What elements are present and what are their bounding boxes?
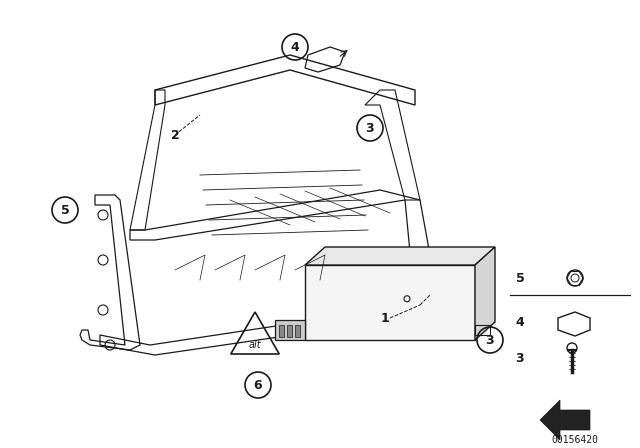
Bar — [295, 325, 300, 337]
Polygon shape — [475, 247, 495, 340]
Text: 5: 5 — [516, 271, 524, 284]
Polygon shape — [275, 320, 305, 340]
Bar — [279, 325, 284, 337]
Text: 5: 5 — [61, 203, 69, 216]
Text: 3: 3 — [365, 121, 374, 134]
Text: 4: 4 — [291, 40, 300, 53]
Text: 1: 1 — [381, 311, 389, 324]
Bar — [287, 325, 292, 337]
Text: 4: 4 — [516, 315, 524, 328]
Polygon shape — [305, 247, 495, 265]
Polygon shape — [540, 400, 590, 440]
Text: alt: alt — [249, 340, 261, 350]
Text: 2: 2 — [171, 129, 179, 142]
Text: 6: 6 — [253, 379, 262, 392]
Text: 00156420: 00156420 — [552, 435, 598, 445]
Text: 3: 3 — [486, 333, 494, 346]
Text: 3: 3 — [516, 352, 524, 365]
Polygon shape — [305, 265, 475, 340]
